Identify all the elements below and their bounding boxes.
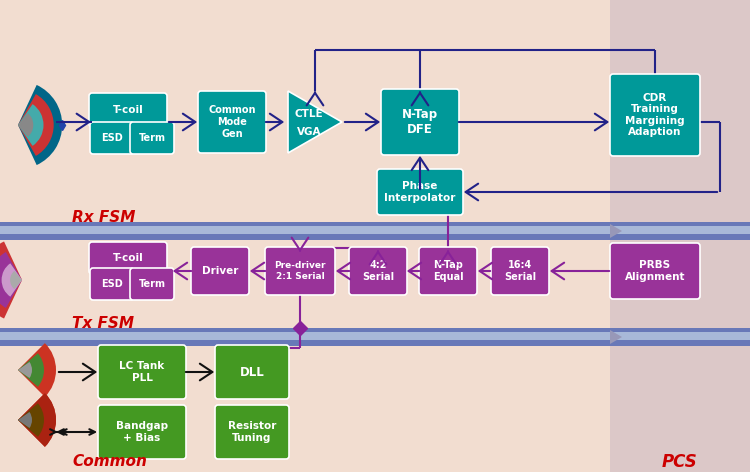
Text: N-Tap
Equal: N-Tap Equal — [433, 260, 464, 282]
FancyBboxPatch shape — [90, 122, 134, 154]
FancyBboxPatch shape — [377, 169, 463, 215]
Text: Phase
Interpolator: Phase Interpolator — [384, 181, 456, 203]
Text: Term: Term — [139, 279, 166, 289]
FancyBboxPatch shape — [215, 405, 289, 459]
Wedge shape — [18, 353, 44, 387]
FancyBboxPatch shape — [130, 268, 174, 300]
Polygon shape — [288, 91, 342, 153]
Polygon shape — [610, 330, 622, 344]
Text: Common: Common — [72, 455, 147, 470]
FancyBboxPatch shape — [215, 345, 289, 399]
Text: Resistor
Tuning: Resistor Tuning — [228, 421, 276, 443]
FancyBboxPatch shape — [98, 345, 186, 399]
Bar — [610, 0, 750, 472]
Wedge shape — [18, 393, 56, 447]
FancyBboxPatch shape — [89, 93, 167, 127]
Text: Tx FSM: Tx FSM — [72, 315, 134, 330]
Bar — [0, 332, 750, 340]
Text: 16:4
Serial: 16:4 Serial — [504, 260, 536, 282]
Text: Driver: Driver — [202, 266, 238, 276]
FancyBboxPatch shape — [265, 247, 335, 295]
FancyBboxPatch shape — [198, 91, 266, 153]
Wedge shape — [18, 94, 54, 156]
Text: 4:2
Serial: 4:2 Serial — [362, 260, 394, 282]
Wedge shape — [18, 343, 56, 397]
Text: ESD: ESD — [101, 133, 123, 143]
Bar — [0, 222, 750, 240]
Text: PCS: PCS — [662, 453, 698, 471]
Wedge shape — [10, 271, 22, 289]
Wedge shape — [18, 104, 44, 146]
Wedge shape — [0, 242, 22, 319]
Text: PRBS
Alignment: PRBS Alignment — [625, 260, 686, 282]
Wedge shape — [18, 393, 56, 447]
Text: Term: Term — [139, 133, 166, 143]
Text: CTLE: CTLE — [295, 109, 323, 119]
FancyBboxPatch shape — [610, 74, 700, 156]
FancyBboxPatch shape — [89, 242, 167, 274]
FancyBboxPatch shape — [491, 247, 549, 295]
FancyBboxPatch shape — [191, 247, 249, 295]
Text: Bandgap
+ Bias: Bandgap + Bias — [116, 421, 168, 443]
Wedge shape — [18, 113, 33, 137]
FancyBboxPatch shape — [610, 243, 700, 299]
Text: Rx FSM: Rx FSM — [72, 211, 135, 226]
FancyBboxPatch shape — [98, 405, 186, 459]
Text: T-coil: T-coil — [112, 105, 143, 115]
Polygon shape — [610, 224, 622, 238]
Text: T-coil: T-coil — [112, 253, 143, 263]
Wedge shape — [18, 412, 32, 428]
Text: LC Tank
PLL: LC Tank PLL — [119, 361, 165, 383]
Wedge shape — [18, 362, 32, 378]
Wedge shape — [2, 263, 22, 297]
FancyBboxPatch shape — [381, 89, 459, 155]
FancyBboxPatch shape — [90, 268, 134, 300]
Wedge shape — [18, 403, 44, 437]
Text: CDR
Training
Margining
Adaption: CDR Training Margining Adaption — [626, 93, 685, 137]
Text: N-Tap
DFE: N-Tap DFE — [402, 108, 438, 136]
Wedge shape — [0, 252, 22, 308]
FancyBboxPatch shape — [130, 122, 174, 154]
Text: Pre-driver
2:1 Serial: Pre-driver 2:1 Serial — [274, 261, 326, 281]
Bar — [0, 328, 750, 346]
Wedge shape — [18, 412, 32, 428]
Bar — [0, 226, 750, 234]
Text: Common
Mode
Gen: Common Mode Gen — [209, 105, 256, 139]
Wedge shape — [18, 403, 44, 437]
Text: VGA: VGA — [297, 127, 321, 137]
FancyBboxPatch shape — [349, 247, 407, 295]
Text: DLL: DLL — [240, 365, 264, 379]
FancyBboxPatch shape — [419, 247, 477, 295]
Text: ESD: ESD — [101, 279, 123, 289]
Wedge shape — [18, 85, 62, 165]
